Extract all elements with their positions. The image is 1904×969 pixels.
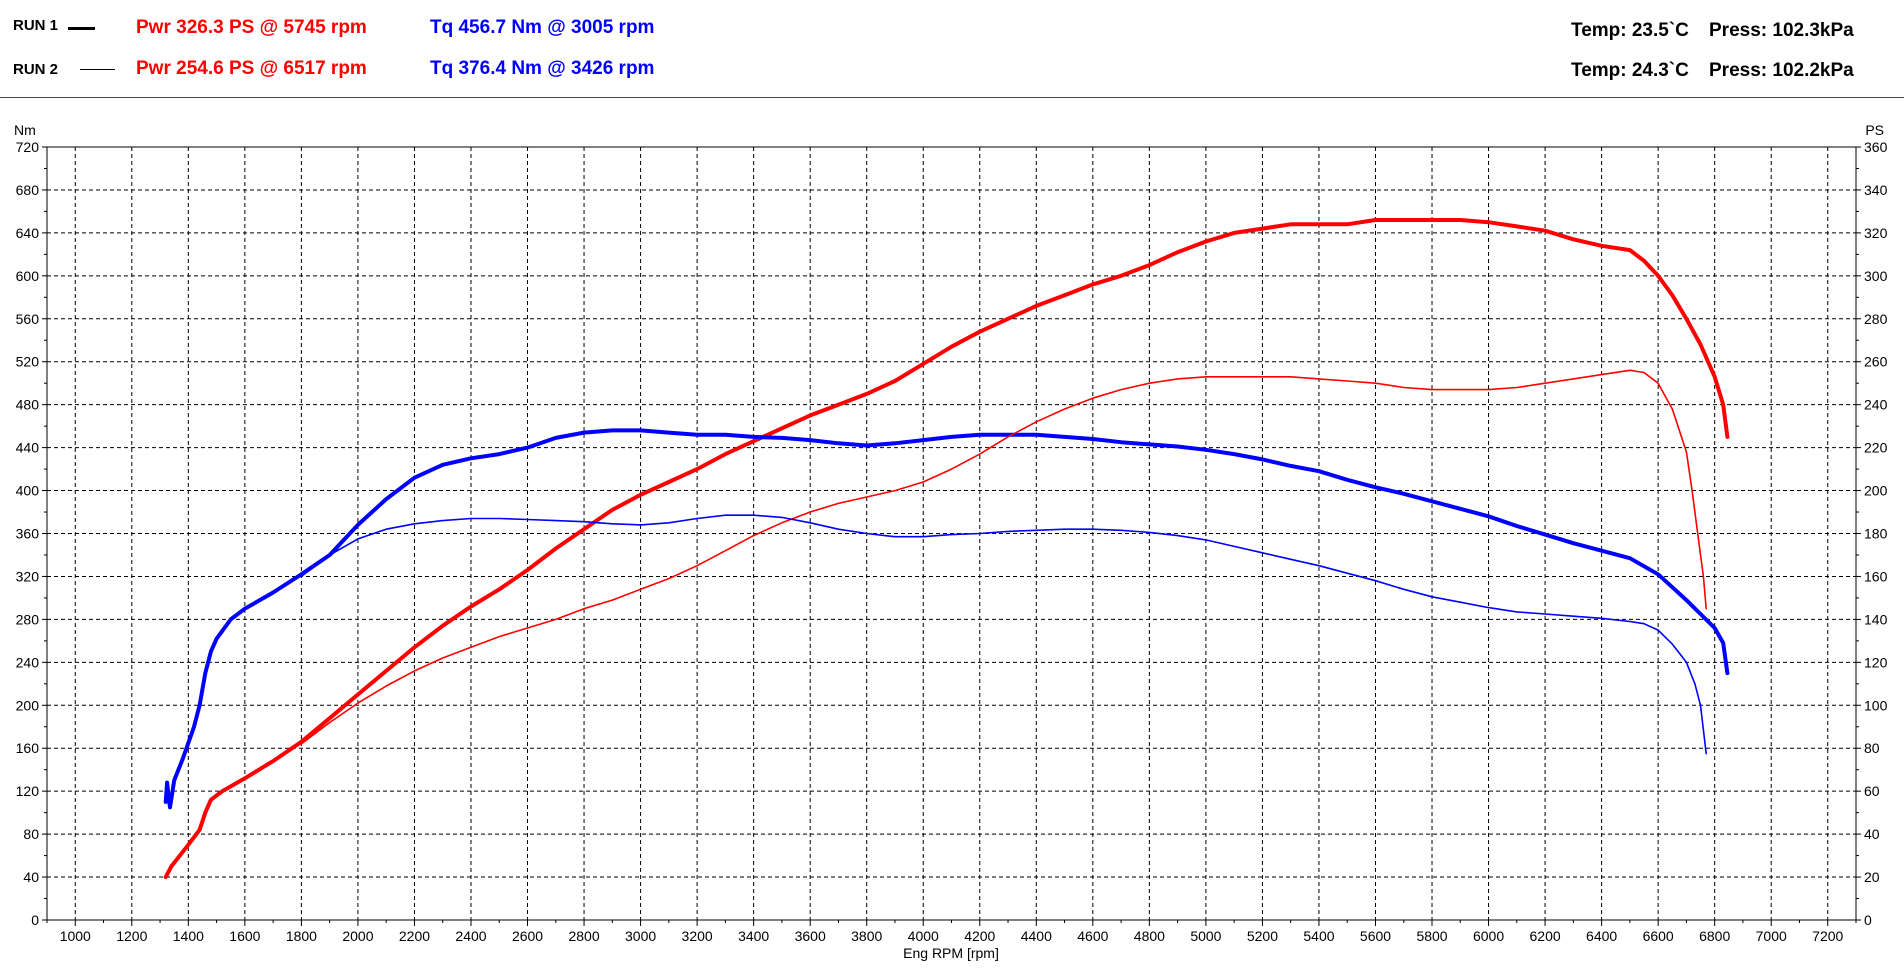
y-right-tick-label: 360 bbox=[1864, 139, 1888, 155]
y-right-tick-label: 100 bbox=[1864, 697, 1888, 713]
run2-press: Press: 102.2kPa bbox=[1709, 60, 1854, 81]
y-right-tick-label: 280 bbox=[1864, 311, 1888, 327]
x-tick-label: 7000 bbox=[1756, 928, 1787, 944]
run2-temp: Temp: 24.3`C bbox=[1571, 60, 1689, 81]
y-left-tick-label: 480 bbox=[16, 397, 40, 413]
x-tick-label: 4000 bbox=[908, 928, 939, 944]
y-right-tick-label: 240 bbox=[1864, 397, 1888, 413]
x-tick-label: 6800 bbox=[1699, 928, 1730, 944]
run1-label: RUN 1 bbox=[13, 17, 59, 34]
y-right-tick-label: 180 bbox=[1864, 526, 1888, 542]
y-right-tick-label: 80 bbox=[1864, 740, 1880, 756]
x-tick-label: 3600 bbox=[795, 928, 826, 944]
y-left-tick-label: 720 bbox=[16, 139, 40, 155]
y-right-label: PS bbox=[1865, 122, 1884, 138]
x-tick-label: 2800 bbox=[568, 928, 599, 944]
x-tick-label: 4800 bbox=[1134, 928, 1165, 944]
series-group bbox=[163, 218, 1730, 880]
x-tick-label: 6000 bbox=[1473, 928, 1504, 944]
y-left-tick-label: 600 bbox=[16, 268, 40, 284]
x-tick-label: 5600 bbox=[1360, 928, 1391, 944]
x-tick-label: 3400 bbox=[738, 928, 769, 944]
x-tick-label: 4600 bbox=[1077, 928, 1108, 944]
x-tick-label: 7200 bbox=[1812, 928, 1843, 944]
run2-torque-summary: Tq 376.4 Nm @ 3426 rpm bbox=[430, 58, 655, 79]
y-left-tick-label: 160 bbox=[16, 740, 40, 756]
y-right-tick-label: 300 bbox=[1864, 268, 1888, 284]
y-left-label: Nm bbox=[14, 122, 36, 138]
x-axis-label: Eng RPM [rpm] bbox=[903, 945, 999, 961]
y-right-tick-label: 160 bbox=[1864, 568, 1888, 584]
x-tick-label: 1200 bbox=[116, 928, 147, 944]
x-tick-label: 5000 bbox=[1190, 928, 1221, 944]
y-right-tick-label: 320 bbox=[1864, 225, 1888, 241]
y-right-tick-label: 340 bbox=[1864, 182, 1888, 198]
y-left-tick-label: 120 bbox=[16, 783, 40, 799]
run1-temp: Temp: 23.5`C bbox=[1571, 20, 1689, 41]
y-left-tick-label: 200 bbox=[16, 697, 40, 713]
run2-power-summary: Pwr 254.6 PS @ 6517 rpm bbox=[136, 58, 367, 79]
y-left-tick-label: 680 bbox=[16, 182, 40, 198]
x-tick-label: 2000 bbox=[342, 928, 373, 944]
header-separator bbox=[0, 97, 1904, 98]
y-right-tick-label: 220 bbox=[1864, 440, 1888, 456]
x-tick-label: 5800 bbox=[1416, 928, 1447, 944]
x-tick-label: 4400 bbox=[1021, 928, 1052, 944]
x-tick-label: 1800 bbox=[286, 928, 317, 944]
run2-legend-swatch bbox=[80, 69, 115, 70]
x-tick-label: 6400 bbox=[1586, 928, 1617, 944]
y-right-tick-label: 120 bbox=[1864, 654, 1888, 670]
run2-label: RUN 2 bbox=[13, 61, 59, 78]
run2-torque-line bbox=[300, 514, 1707, 755]
y-left-tick-label: 280 bbox=[16, 611, 40, 627]
y-right-tick-label: 260 bbox=[1864, 354, 1888, 370]
run1-power-line bbox=[163, 218, 1730, 880]
y-left-tick-label: 400 bbox=[16, 483, 40, 499]
x-tick-label: 5400 bbox=[1303, 928, 1334, 944]
y-left-tick-label: 440 bbox=[16, 440, 40, 456]
x-tick-label: 1000 bbox=[60, 928, 91, 944]
run2-power-line bbox=[300, 369, 1707, 745]
x-tick-label: 6200 bbox=[1530, 928, 1561, 944]
x-tick-label: 4200 bbox=[964, 928, 995, 944]
x-tick-label: 2600 bbox=[512, 928, 543, 944]
y-left-tick-label: 640 bbox=[16, 225, 40, 241]
y-right-tick-label: 140 bbox=[1864, 611, 1888, 627]
x-tick-label: 2400 bbox=[455, 928, 486, 944]
axis-labels: 1000 1200 1400 1600 1800 2000 2200 2400 2600 2800… bbox=[16, 139, 1888, 944]
y-right-tick-label: 200 bbox=[1864, 483, 1888, 499]
y-left-tick-label: 520 bbox=[16, 354, 40, 370]
plot-border bbox=[46, 146, 1857, 921]
x-tick-label: 6600 bbox=[1643, 928, 1674, 944]
plot-frame bbox=[42, 146, 1861, 926]
y-right-tick-label: 0 bbox=[1864, 912, 1872, 928]
y-left-tick-label: 80 bbox=[23, 826, 39, 842]
grid bbox=[47, 146, 1856, 921]
y-right-tick-label: 40 bbox=[1864, 826, 1880, 842]
y-left-tick-label: 560 bbox=[16, 311, 40, 327]
x-tick-label: 2200 bbox=[399, 928, 430, 944]
y-right-tick-label: 60 bbox=[1864, 783, 1880, 799]
run1-torque-line bbox=[163, 428, 1730, 810]
y-left-tick-label: 320 bbox=[16, 568, 40, 584]
x-tick-label: 5200 bbox=[1247, 928, 1278, 944]
x-tick-label: 1600 bbox=[229, 928, 260, 944]
y-left-tick-label: 0 bbox=[31, 912, 39, 928]
x-tick-label: 1400 bbox=[173, 928, 204, 944]
y-left-tick-label: 240 bbox=[16, 654, 40, 670]
y-left-tick-label: 360 bbox=[16, 526, 40, 542]
x-tick-label: 3200 bbox=[682, 928, 713, 944]
y-left-tick-label: 40 bbox=[23, 869, 39, 885]
run1-legend-swatch bbox=[68, 27, 95, 30]
run1-power-summary: Pwr 326.3 PS @ 5745 rpm bbox=[136, 17, 367, 38]
y-right-tick-label: 20 bbox=[1864, 869, 1880, 885]
x-tick-label: 3800 bbox=[851, 928, 882, 944]
x-tick-label: 3000 bbox=[625, 928, 656, 944]
run1-press: Press: 102.3kPa bbox=[1709, 20, 1854, 41]
run1-torque-summary: Tq 456.7 Nm @ 3005 rpm bbox=[430, 17, 655, 38]
